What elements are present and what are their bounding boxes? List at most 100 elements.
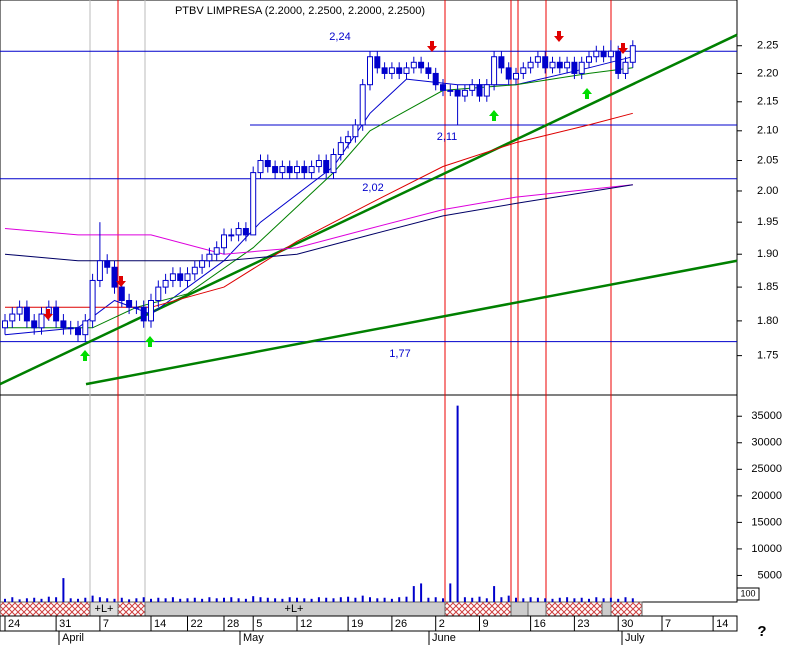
y-tick-label: 1.75 (757, 350, 778, 362)
help-mark[interactable]: ? (757, 623, 766, 640)
candle-body (89, 279, 96, 322)
volume-tick-label: 10000 (751, 543, 782, 555)
candle-body (191, 266, 198, 275)
candle-body (359, 84, 366, 126)
candle-body (461, 89, 468, 97)
candle-body (607, 50, 614, 58)
candle-body (374, 56, 381, 69)
level-label: 2,02 (362, 182, 383, 194)
candle-body (615, 50, 622, 74)
candle-body (571, 61, 578, 74)
y-tick-label: 1.85 (757, 281, 778, 293)
candle-body (549, 61, 556, 69)
candle-body (16, 306, 23, 315)
x-tick-label: 14 (154, 618, 166, 630)
y-tick-label: 2.10 (757, 125, 778, 137)
candle-body (564, 61, 571, 69)
volume-tick-label: 5000 (758, 569, 782, 581)
strip-label: +L+ (95, 603, 114, 615)
candle-body (345, 136, 352, 144)
candle-body (111, 266, 118, 288)
month-label: July (625, 632, 645, 644)
candle-body (301, 166, 308, 174)
candle-body (133, 306, 140, 309)
buy-arrow (582, 88, 592, 99)
y-tick-label: 2.25 (757, 40, 778, 52)
candle-body (221, 234, 227, 249)
buy-arrow (145, 336, 155, 347)
candle-body (483, 84, 490, 97)
candle-body (578, 61, 585, 74)
candle-body (520, 67, 527, 74)
candle-body (323, 160, 330, 174)
level-label: 2,24 (329, 31, 350, 43)
candle-body (410, 61, 417, 69)
candle-body (96, 260, 103, 281)
strip-segment (545, 601, 603, 617)
candle-body (23, 306, 30, 322)
volume-tick-label: 20000 (751, 490, 782, 502)
volume-tick-label: 35000 (751, 410, 782, 422)
candle-body (104, 260, 111, 268)
x-tick-label: 7 (665, 618, 671, 630)
candle-body (242, 228, 249, 236)
level-label: 1,77 (389, 348, 410, 360)
candle-body (315, 160, 322, 168)
candle-body (600, 50, 607, 58)
candle-body (505, 67, 512, 80)
scale-box-label: 100 (740, 588, 755, 598)
candle-body (206, 253, 213, 262)
candle-body (586, 56, 592, 63)
candle-body (534, 56, 541, 63)
candle-body (272, 166, 279, 174)
candle-body (169, 273, 176, 281)
sell-arrow (554, 31, 564, 42)
candle-body (337, 142, 344, 156)
strip-segment (444, 601, 512, 617)
candle-body (330, 154, 337, 174)
candle-body (67, 327, 74, 330)
strip-segment (117, 601, 146, 617)
x-tick-label: 9 (483, 618, 489, 630)
strip-label: +L+ (285, 603, 304, 615)
x-tick-label: 31 (59, 618, 71, 630)
candle-body (593, 50, 600, 58)
sell-arrow (618, 43, 628, 54)
candle-body (498, 56, 505, 69)
trendline (0, 33, 738, 386)
candle-body (53, 306, 60, 322)
strip-segment (0, 601, 91, 617)
y-tick-label: 2.15 (757, 96, 778, 108)
date-axis (0, 615, 738, 632)
candle-body (60, 320, 67, 329)
candle-body (162, 279, 169, 288)
candle-body (447, 89, 454, 92)
plot-frame (0, 0, 738, 603)
strip-segment (610, 601, 643, 617)
sell-arrow (43, 309, 53, 320)
candle-body (257, 160, 264, 174)
moving-average (5, 112, 633, 308)
volume-tick-label: 30000 (751, 437, 782, 449)
candle-body (82, 320, 89, 336)
buy-arrow (80, 350, 90, 361)
candle-body (213, 247, 220, 255)
month-label: April (62, 632, 84, 644)
strip-segment (601, 601, 612, 617)
candle-body (418, 61, 425, 69)
candle-body (31, 320, 38, 329)
x-tick-label: 30 (621, 618, 633, 630)
candle-body (440, 84, 446, 91)
candle-body (629, 45, 636, 63)
candle-body (118, 286, 125, 302)
candle-body (250, 172, 257, 236)
candle-body (491, 56, 498, 86)
x-tick-label: 7 (103, 618, 109, 630)
candle-body (469, 84, 476, 91)
candle-body (454, 89, 461, 97)
x-tick-label: 19 (351, 618, 363, 630)
candle-body (388, 67, 395, 74)
candle-body (294, 166, 300, 174)
x-tick-label: 14 (716, 618, 728, 630)
